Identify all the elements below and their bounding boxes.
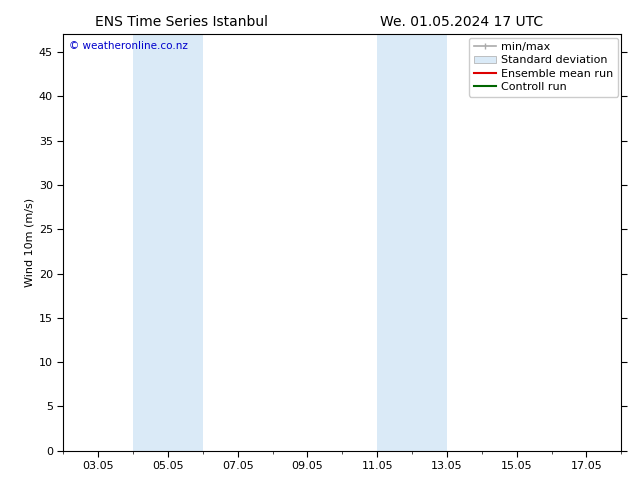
Text: We. 01.05.2024 17 UTC: We. 01.05.2024 17 UTC — [380, 15, 543, 29]
Bar — [133, 34, 203, 451]
Legend: min/max, Standard deviation, Ensemble mean run, Controll run: min/max, Standard deviation, Ensemble me… — [469, 38, 618, 97]
Y-axis label: Wind 10m (m/s): Wind 10m (m/s) — [25, 198, 35, 287]
Text: ENS Time Series Istanbul: ENS Time Series Istanbul — [95, 15, 268, 29]
Text: © weatheronline.co.nz: © weatheronline.co.nz — [69, 41, 188, 50]
Bar — [377, 34, 447, 451]
